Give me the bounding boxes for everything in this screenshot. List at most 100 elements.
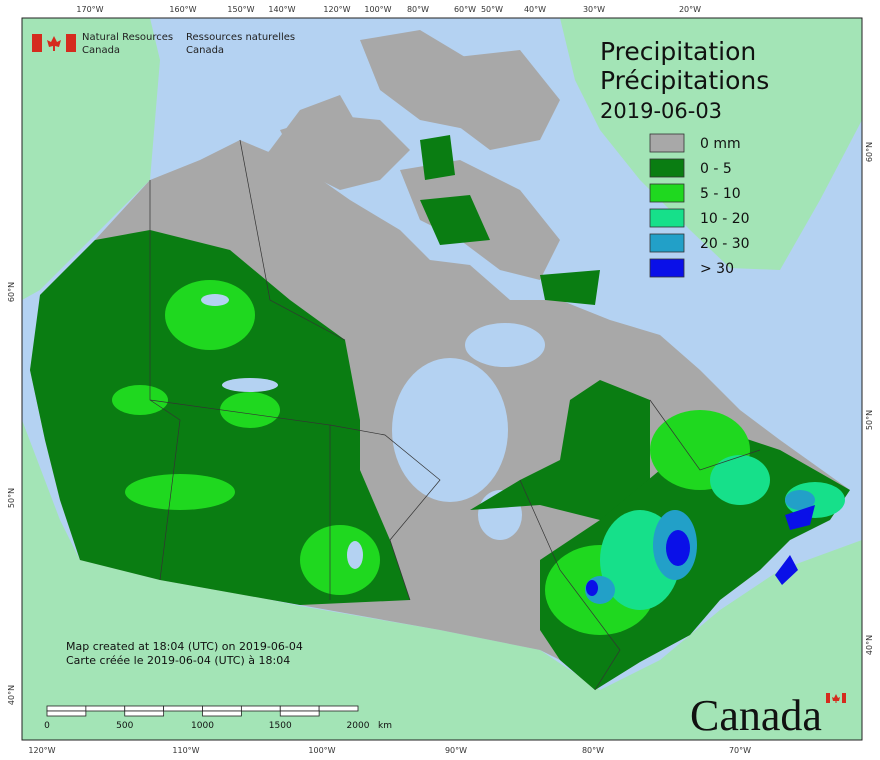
graticule-label: 40°N	[7, 685, 16, 705]
legend-label: 0 - 5	[700, 161, 732, 177]
credit: Map created at 18:04 (UTC) on 2019-06-04	[66, 640, 303, 653]
wordmark-flag	[826, 693, 846, 703]
graticule-label: 110°W	[172, 746, 199, 755]
precip-area	[586, 580, 598, 596]
graticule-label: 100°W	[364, 5, 391, 14]
alaska	[22, 18, 160, 300]
ellesmere-island	[430, 50, 560, 150]
scale-unit: km	[378, 721, 392, 731]
scale-label: 500	[116, 721, 133, 731]
maple-leaf	[47, 36, 61, 51]
precip-area	[666, 530, 690, 566]
graticule-label: 80°W	[582, 746, 604, 755]
graticule-label: 140°W	[268, 5, 295, 14]
precip-area	[112, 385, 168, 415]
graticule-label: 120°W	[323, 5, 350, 14]
precip-area	[785, 490, 815, 510]
scale-segment	[202, 710, 242, 717]
scale-label: 2000	[347, 721, 370, 731]
hudson-strait	[465, 323, 545, 367]
map-frame	[22, 18, 862, 740]
graticule-label: 20°W	[679, 5, 701, 14]
greenland	[560, 18, 862, 270]
wordmark: Canada	[690, 691, 822, 740]
header-text: Ressources naturelles	[186, 32, 295, 43]
arctic-island	[280, 115, 410, 190]
scale-segment	[318, 705, 359, 712]
graticule-label: 120°W	[28, 746, 55, 755]
scale-segment	[46, 705, 87, 712]
graticule-label: 60°W	[454, 5, 476, 14]
graticule-label: 40°W	[524, 5, 546, 14]
graticule-label: 50°N	[865, 410, 874, 430]
date: 2019-06-03	[600, 99, 722, 123]
header-text: Natural Resources	[82, 32, 173, 43]
scale-segment	[163, 705, 203, 712]
graticule-label: 30°W	[583, 5, 605, 14]
precip-area	[470, 380, 650, 520]
graticule-label: 80°W	[407, 5, 429, 14]
legend: 0 mm 0 - 5 5 - 10 10 - 20 20 - 30 > 30	[649, 133, 750, 278]
scale-bar: 0 500 1000 1500 2000 km	[44, 705, 392, 731]
graticule-label: 60°N	[7, 282, 16, 302]
flag-bar	[842, 693, 846, 703]
maple-leaf	[832, 694, 840, 703]
lake	[222, 378, 278, 392]
graticule-label: 150°W	[227, 5, 254, 14]
scale-segment	[202, 705, 242, 712]
scale-segment	[279, 710, 320, 717]
legend-label: 10 - 20	[700, 211, 750, 227]
nrcan-logo	[32, 34, 76, 52]
precip-area	[165, 280, 255, 350]
scale-segment	[85, 705, 126, 712]
precip-area	[300, 525, 380, 595]
graticule-label: 50°W	[481, 5, 503, 14]
precip-area	[710, 455, 770, 505]
lake	[347, 541, 363, 569]
header-text: Canada	[186, 45, 224, 56]
graticule-label: 160°W	[169, 5, 196, 14]
frame-border	[21, 17, 863, 741]
iceland	[800, 20, 850, 90]
legend-label: 5 - 10	[700, 186, 741, 202]
legend-swatch	[649, 258, 685, 278]
scale-label: 1500	[269, 721, 292, 731]
legend-swatch	[649, 158, 685, 178]
graticule-label: 60°N	[865, 142, 874, 162]
precip-area	[775, 505, 815, 585]
header-text: Canada	[82, 45, 120, 56]
graticule-label: 170°W	[76, 5, 103, 14]
title: Précipitations	[600, 66, 769, 95]
scale-segment	[279, 705, 320, 712]
borders	[149, 139, 761, 691]
flag-bar	[66, 34, 76, 52]
scale-segment	[240, 705, 281, 712]
graticule-label: 40°N	[865, 635, 874, 655]
lake	[201, 294, 229, 306]
precip-area	[220, 392, 280, 428]
flag-bar	[32, 34, 42, 52]
graticule-label: 90°W	[445, 746, 467, 755]
graticule-label: 100°W	[308, 746, 335, 755]
legend-swatch	[649, 133, 685, 153]
scale-label: 0	[44, 721, 50, 731]
precip-area	[420, 135, 600, 305]
legend-label: > 30	[700, 261, 734, 277]
legend-label: 0 mm	[700, 136, 741, 152]
united-states	[22, 420, 862, 740]
legend-swatch	[649, 183, 685, 203]
scale-segment	[124, 705, 165, 712]
graticule-labels: 170°W 160°W 150°W 140°W 120°W 100°W 80°W 60°W 50…	[7, 5, 874, 755]
legend-swatch	[649, 208, 685, 228]
flag-bar	[826, 693, 830, 703]
graticule-label: 50°N	[7, 488, 16, 508]
scale-segment	[124, 710, 165, 717]
precip-area	[125, 474, 235, 510]
scale-label: 1000	[191, 721, 214, 731]
legend-label: 20 - 30	[700, 236, 750, 252]
credit: Carte créée le 2019-06-04 (UTC) à 18:04	[66, 654, 290, 667]
legend-swatch	[649, 233, 685, 253]
hudson-bay	[392, 358, 508, 502]
